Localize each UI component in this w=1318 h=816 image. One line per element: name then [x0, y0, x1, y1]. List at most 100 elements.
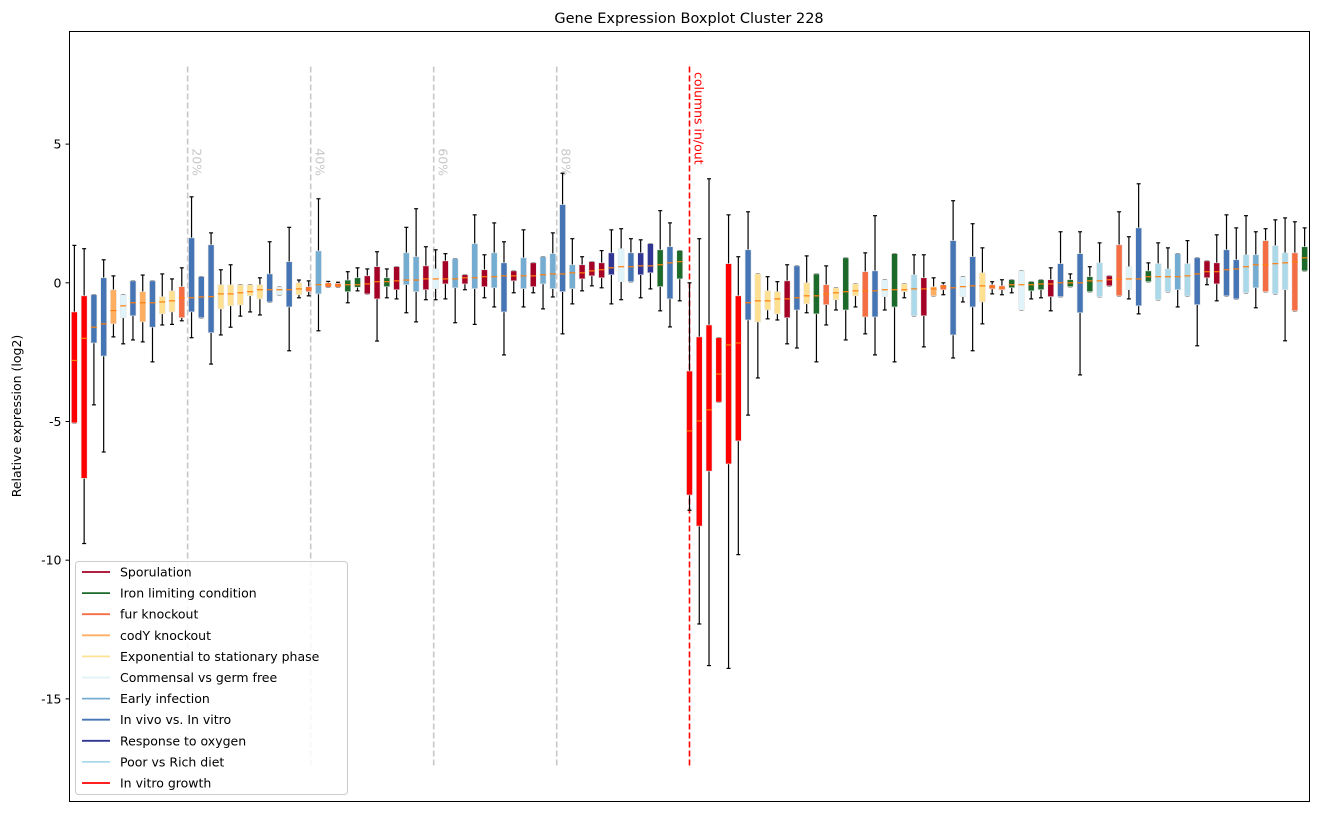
box-11: [168, 278, 176, 326]
box-63: [676, 250, 684, 302]
box-118: [1213, 234, 1221, 302]
legend-item: Early infection: [82, 691, 210, 706]
box-85: [891, 253, 898, 363]
box-body: [285, 261, 293, 308]
box-body: [471, 243, 478, 289]
box-body: [1125, 266, 1133, 291]
box-15: [207, 232, 215, 365]
box-65: [695, 238, 703, 625]
box-body: [1096, 262, 1103, 297]
box-body: [1232, 259, 1240, 300]
box-76: [803, 255, 810, 314]
box-body: [422, 265, 430, 291]
box-body: [666, 246, 674, 300]
box-74: [783, 264, 791, 345]
box-116: [1193, 257, 1201, 347]
box-56: [608, 229, 615, 305]
legend-label: In vitro growth: [120, 776, 211, 791]
box-124: [1272, 219, 1279, 295]
legend-label: Commensal vs germ free: [120, 670, 277, 685]
box-13: [188, 196, 195, 339]
box-body: [1027, 281, 1035, 292]
box-21: [266, 241, 273, 303]
box-body: [451, 258, 459, 289]
box-body: [158, 296, 166, 315]
y-tick-label: 5: [54, 137, 62, 152]
box-body: [969, 256, 976, 308]
box-109: [1125, 236, 1133, 300]
box-body: [1281, 252, 1289, 291]
box-67: [715, 337, 723, 403]
box-38: [432, 249, 439, 301]
split-line-label: columns in/out: [692, 72, 707, 165]
legend-frame: [75, 561, 348, 795]
box-body: [744, 249, 752, 321]
box-50: [549, 232, 557, 298]
box-5: [110, 275, 117, 338]
box-body: [237, 284, 244, 306]
box-body: [1213, 262, 1221, 285]
box-22: [276, 286, 283, 296]
box-26: [315, 198, 322, 332]
legend: Sporulation Iron limiting condition fur kn…: [75, 561, 348, 795]
box-39: [442, 253, 449, 300]
legend-item: In vivo vs. In vitro: [82, 712, 231, 727]
box-94: [979, 247, 986, 325]
legend-item: Iron limiting condition: [82, 586, 257, 601]
legend-item: Commensal vs germ free: [82, 670, 277, 685]
chart-title: Gene Expression Boxplot Cluster 228: [554, 11, 823, 27]
box-24: [295, 279, 303, 299]
box-body: [1242, 254, 1250, 294]
percent-line-label: 80%: [559, 148, 574, 176]
box-68: [725, 214, 732, 669]
box-17: [227, 264, 234, 328]
box-body: [647, 243, 654, 274]
legend-item: Poor vs Rich diet: [82, 754, 224, 769]
box-115: [1184, 240, 1191, 297]
box-body: [588, 261, 596, 277]
box-92: [959, 276, 967, 303]
percent-line-label: 40%: [313, 148, 328, 176]
box-14: [198, 276, 205, 319]
box-body: [559, 204, 566, 292]
box-78: [822, 265, 830, 326]
box-body: [695, 336, 703, 527]
box-body: [656, 249, 664, 287]
box-body: [1037, 279, 1045, 291]
legend-label: Iron limiting condition: [120, 586, 257, 601]
box-72: [764, 276, 771, 320]
box-66: [705, 178, 713, 667]
box-body: [1086, 276, 1094, 292]
box-34: [393, 266, 400, 300]
box-body: [500, 262, 508, 313]
box-87: [910, 254, 918, 317]
box-body: [832, 287, 840, 301]
box-body: [578, 264, 586, 280]
box-body: [842, 257, 850, 311]
box-33: [383, 268, 391, 299]
box-body: [403, 252, 410, 286]
box-80: [842, 257, 850, 341]
plot-frame: [69, 31, 1310, 802]
box-111: [1145, 262, 1152, 283]
box-body: [490, 252, 498, 289]
box-body: [393, 266, 400, 291]
box-96: [998, 279, 1006, 296]
box-body: [1174, 253, 1181, 291]
box-body: [803, 282, 810, 305]
box-110: [1135, 183, 1142, 315]
box-93: [969, 223, 976, 352]
box-36: [412, 208, 420, 323]
box-119: [1223, 214, 1230, 297]
box-102: [1057, 231, 1064, 298]
box-44: [490, 222, 498, 308]
box-body: [71, 311, 78, 424]
box-body: [1301, 246, 1308, 272]
y-axis-label: Relative expression (log2): [9, 335, 24, 498]
box-body: [110, 289, 117, 325]
box-43: [481, 254, 488, 299]
box-body: [852, 283, 859, 297]
box-body: [315, 250, 322, 295]
box-body: [207, 244, 215, 334]
box-body: [1047, 279, 1055, 297]
